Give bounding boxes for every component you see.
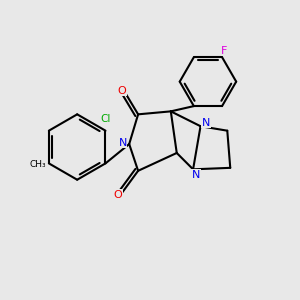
Text: CH₃: CH₃ [29,160,46,169]
Text: N: N [202,118,210,128]
Text: O: O [114,190,123,200]
Text: N: N [192,170,200,180]
Text: Cl: Cl [100,114,111,124]
Text: F: F [221,46,228,56]
Text: O: O [117,85,126,96]
Text: N: N [118,138,127,148]
